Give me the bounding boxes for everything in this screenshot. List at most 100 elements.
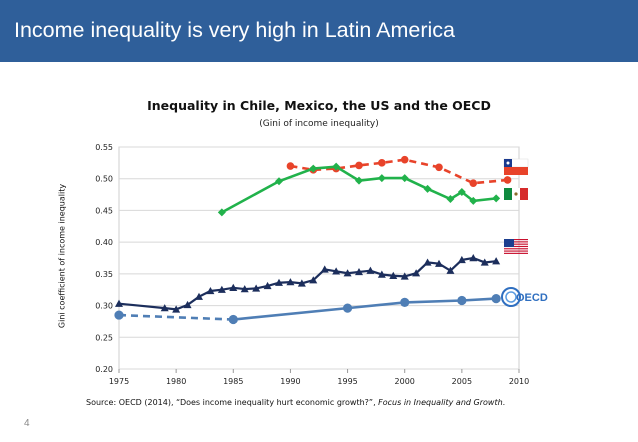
source-note: Source: OECD (2014), “Does income inequa… (86, 398, 505, 407)
us-data-point (355, 267, 363, 276)
us-data-point (252, 284, 261, 292)
x-tick-label: 2005 (452, 377, 472, 386)
chart-title: Inequality in Chile, Mexico, the US and … (147, 98, 491, 113)
us-data-point (366, 266, 375, 274)
oecd-series-line (233, 297, 497, 321)
x-tick-label: 1995 (337, 377, 357, 386)
y-tick-label: 0.40 (95, 238, 113, 247)
title-banner: Income inequality is very high in Latin … (0, 0, 638, 62)
us-data-point (492, 257, 501, 265)
us-data-point (297, 279, 306, 287)
us-data-point (115, 299, 123, 307)
mexico-data-point (492, 194, 501, 203)
mexico-series-line (221, 165, 497, 214)
us-flag-stripe (504, 248, 528, 250)
oecd-data-point (342, 303, 353, 313)
chile-data-point (286, 162, 295, 170)
y-tick-label: 0.50 (95, 175, 113, 184)
mexico-data-point (332, 162, 341, 171)
y-tick-label: 0.25 (95, 333, 113, 342)
oecd-data-point (400, 297, 410, 307)
oecd-logo-text: OECD (516, 292, 548, 304)
us-flag-icon (504, 239, 514, 247)
slide-title: Income inequality is very high in Latin … (14, 18, 455, 42)
y-tick-label: 0.45 (95, 206, 113, 215)
us-data-point (423, 258, 432, 266)
source-publication: Focus in Inequality and Growth (378, 398, 503, 407)
mexico-data-point (423, 184, 432, 193)
x-tick-label: 1980 (166, 377, 186, 386)
mexico-flag-emblem (514, 192, 518, 196)
x-tick-label: 2010 (509, 377, 529, 386)
us-data-point (377, 270, 386, 278)
chile-data-point (355, 161, 363, 170)
plot-area (118, 146, 520, 370)
chile-flag-star (506, 161, 510, 165)
us-data-point (206, 286, 215, 295)
mexico-data-point (446, 195, 455, 204)
source-end: . (502, 398, 506, 407)
chile-data-point (435, 163, 443, 172)
us-data-point (229, 283, 238, 292)
oecd-data-point (491, 293, 501, 304)
us-flag-stripe (504, 239, 528, 241)
chile-flag-red (504, 167, 528, 175)
chile-data-point (400, 155, 409, 164)
x-tick-label: 2000 (395, 377, 415, 386)
us-data-point (446, 266, 455, 274)
us-flag-stripe (504, 250, 528, 252)
chile-data-point (469, 179, 478, 187)
us-flag-stripe (504, 245, 528, 248)
oecd-logo-ring (505, 291, 517, 303)
oecd-data-point (114, 310, 124, 320)
mexico-data-point (217, 208, 226, 217)
us-data-point (389, 271, 398, 279)
x-tick-label: 1985 (223, 377, 243, 386)
mexico-data-point (457, 188, 466, 197)
us-data-point (400, 272, 409, 280)
oecd-data-point (457, 295, 467, 306)
source-text: Source: OECD (2014), “Does income inequa… (86, 398, 379, 407)
chile-series-line (290, 158, 508, 185)
mexico-data-point (275, 177, 283, 186)
mexico-flag-red (520, 188, 528, 200)
x-tick-label: 1975 (109, 377, 129, 386)
us-data-point (217, 285, 226, 293)
us-data-point (195, 292, 203, 300)
us-data-point (160, 304, 169, 312)
us-data-point (435, 259, 443, 267)
x-tick-label: 1990 (280, 377, 300, 386)
oecd-data-point (228, 314, 238, 325)
us-data-point (480, 258, 489, 266)
chile-data-point (503, 176, 512, 184)
mexico-data-point (309, 164, 318, 173)
us-data-point (172, 305, 181, 313)
us-flag-stripe (504, 241, 528, 243)
y-tick-label: 0.20 (95, 365, 113, 374)
oecd-logo-icon (501, 287, 521, 307)
us-data-point (263, 281, 272, 290)
y-tick-label: 0.30 (95, 302, 113, 311)
us-flag-stripe (504, 243, 528, 245)
chile-data-point (378, 159, 386, 167)
mexico-data-point (469, 196, 478, 205)
mexico-data-point (377, 174, 386, 183)
us-data-point (469, 254, 478, 262)
us-data-point (309, 276, 318, 284)
us-data-point (412, 269, 421, 277)
us-data-point (343, 269, 352, 277)
chart-subtitle: (Gini of income inequality) (259, 119, 379, 129)
us-data-point (457, 255, 466, 264)
us-data-point (320, 265, 329, 273)
y-tick-label: 0.55 (95, 143, 113, 152)
us-flag-stripe (504, 252, 528, 254)
mexico-data-point (400, 174, 409, 183)
us-data-point (332, 267, 341, 275)
us-data-point (240, 285, 249, 293)
us-data-point (183, 300, 192, 309)
mexico-flag-icon (504, 188, 512, 200)
us-data-point (286, 278, 295, 286)
y-tick-label: 0.35 (95, 270, 113, 279)
us-data-point (275, 278, 283, 286)
